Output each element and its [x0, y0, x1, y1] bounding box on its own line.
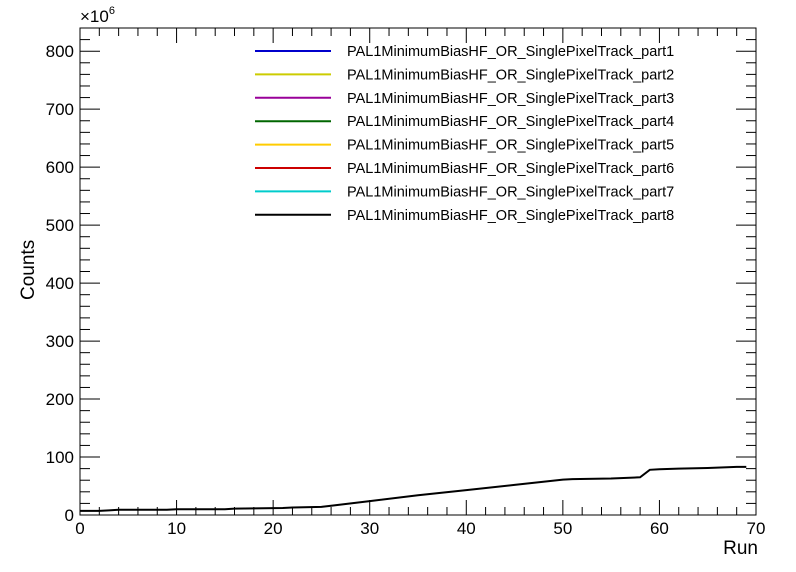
y-tick-label: 100 — [46, 448, 74, 467]
y-tick-label: 200 — [46, 390, 74, 409]
y-tick-label: 300 — [46, 332, 74, 351]
y-tick-label: 500 — [46, 216, 74, 235]
x-tick-label: 10 — [167, 519, 186, 538]
x-tick-label: 0 — [75, 519, 84, 538]
legend-label-3: PAL1MinimumBiasHF_OR_SinglePixelTrack_pa… — [347, 91, 674, 107]
x-tick-label: 20 — [264, 519, 283, 538]
x-tick-label: 50 — [553, 519, 572, 538]
legend-label-5: PAL1MinimumBiasHF_OR_SinglePixelTrack_pa… — [347, 138, 674, 154]
y-tick-label: 0 — [65, 506, 74, 525]
legend-label-7: PAL1MinimumBiasHF_OR_SinglePixelTrack_pa… — [347, 184, 674, 200]
y-tick-label: 800 — [46, 42, 74, 61]
x-tick-label: 40 — [457, 519, 476, 538]
legend-label-1: PAL1MinimumBiasHF_OR_SinglePixelTrack_pa… — [347, 44, 674, 60]
y-tick-label: 600 — [46, 158, 74, 177]
legend-label-4: PAL1MinimumBiasHF_OR_SinglePixelTrack_pa… — [347, 114, 674, 130]
y-axis-exponent-base: ×10 — [80, 7, 109, 26]
y-axis-exponent: ×106 — [80, 5, 115, 26]
x-tick-label: 60 — [650, 519, 669, 538]
legend: PAL1MinimumBiasHF_OR_SinglePixelTrack_pa… — [255, 44, 674, 224]
legend-label-8: PAL1MinimumBiasHF_OR_SinglePixelTrack_pa… — [347, 208, 674, 224]
y-axis-exponent-power: 6 — [109, 5, 115, 17]
series-line-8 — [80, 465, 747, 512]
x-tick-label: 70 — [747, 519, 766, 538]
y-tick-label: 400 — [46, 274, 74, 293]
x-axis-label: Run — [723, 538, 758, 559]
y-tick-label: 700 — [46, 100, 74, 119]
x-tick-label: 30 — [360, 519, 379, 538]
series-lines — [80, 465, 747, 512]
legend-label-2: PAL1MinimumBiasHF_OR_SinglePixelTrack_pa… — [347, 67, 674, 83]
y-axis-label: Counts — [18, 240, 39, 300]
legend-label-6: PAL1MinimumBiasHF_OR_SinglePixelTrack_pa… — [347, 161, 674, 177]
